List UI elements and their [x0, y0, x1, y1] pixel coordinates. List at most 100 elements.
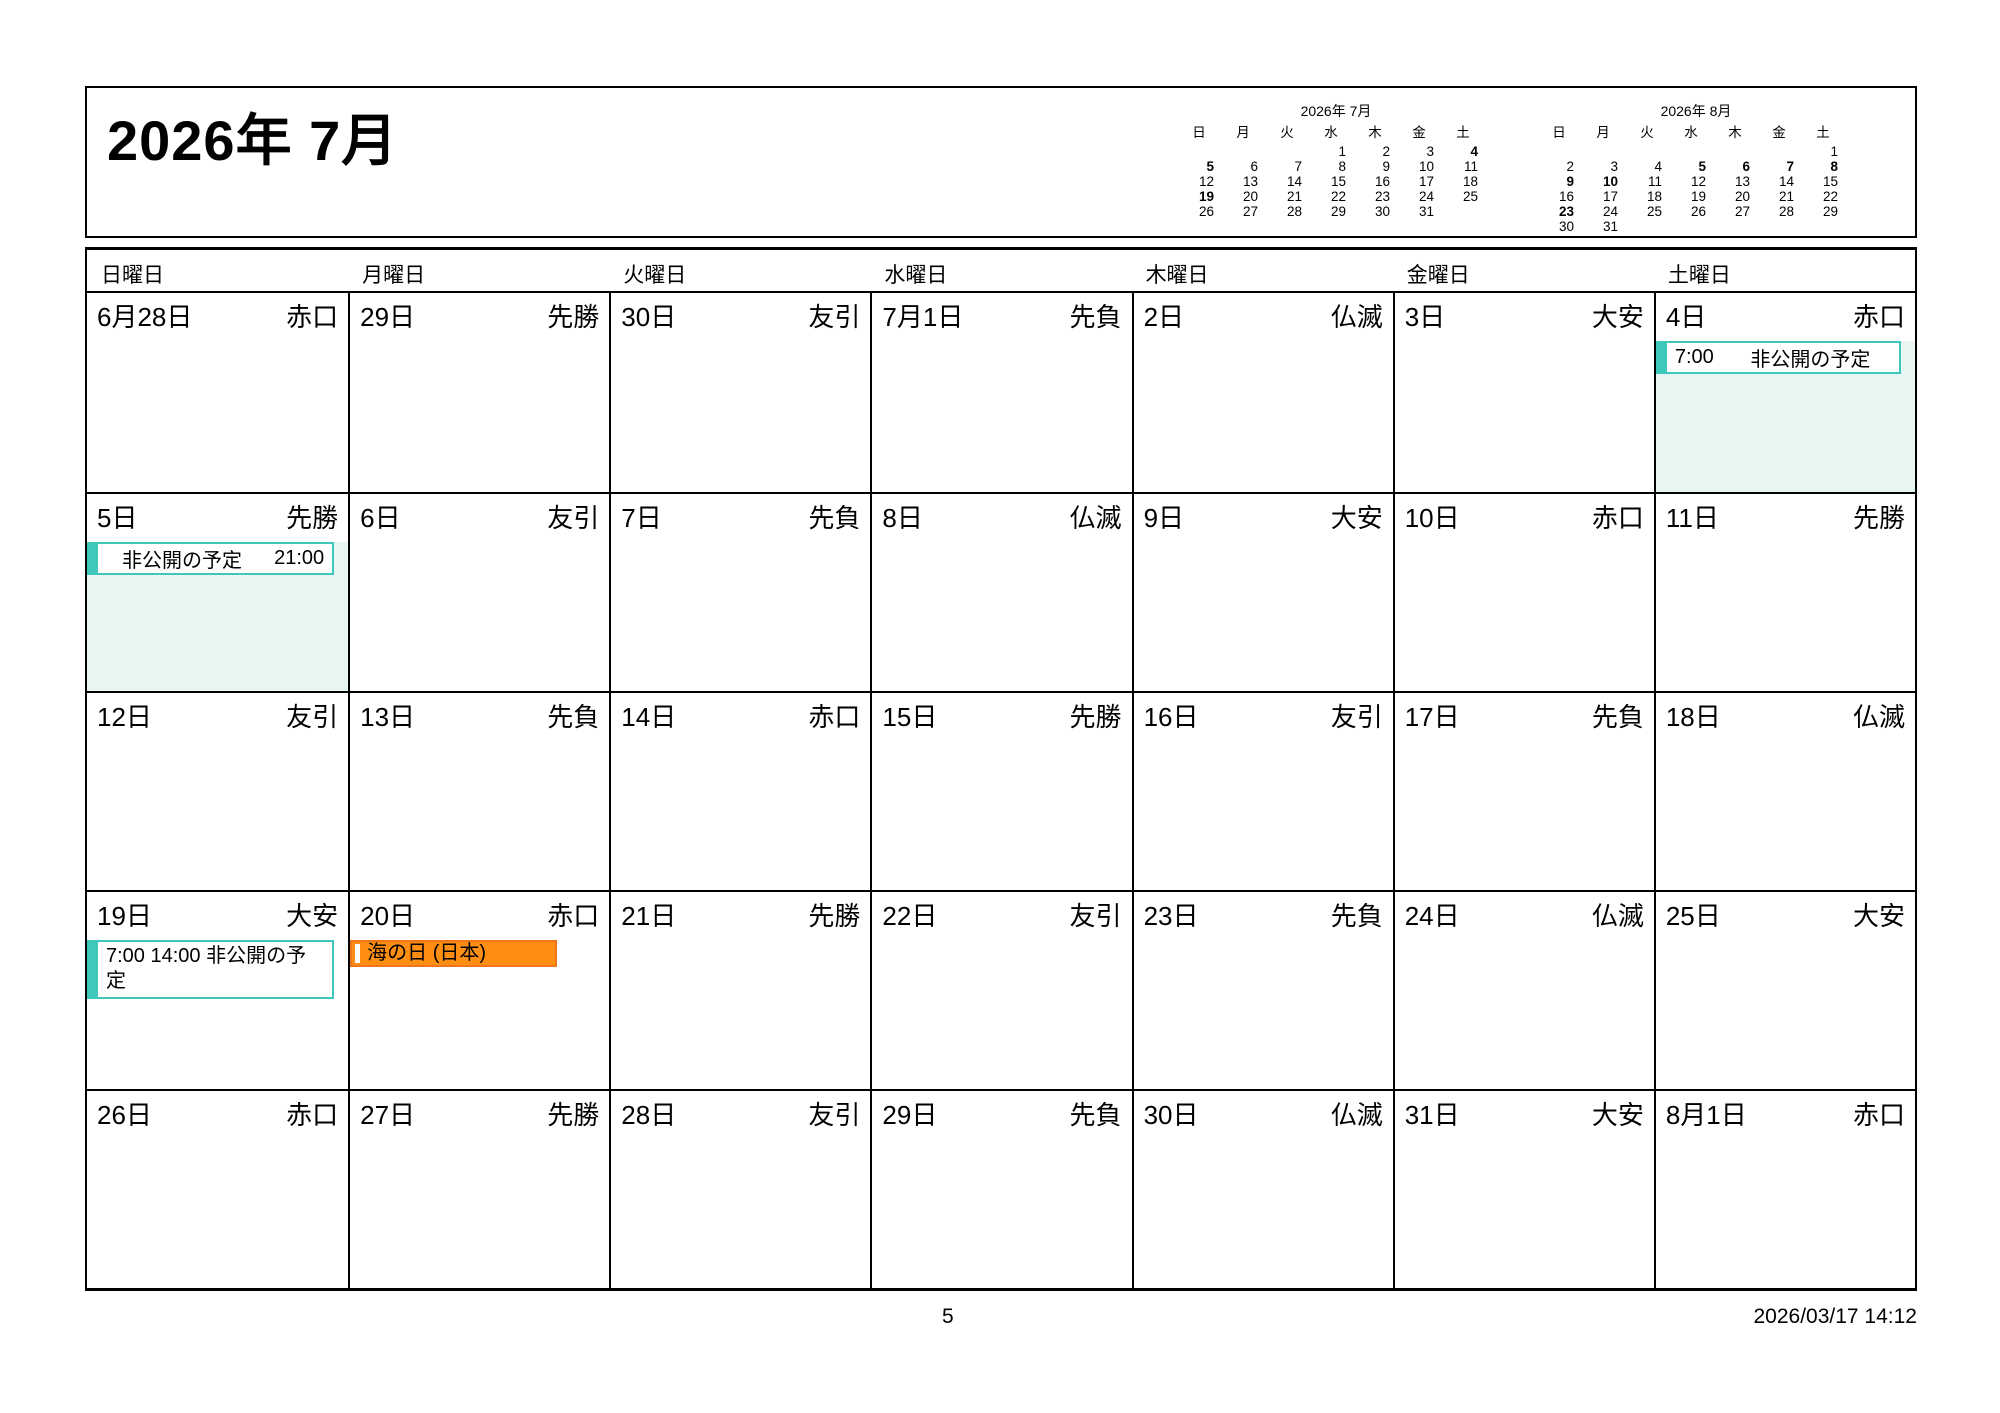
events-area: 非公開の予定 21:00	[87, 542, 348, 575]
date-row: 16日 友引	[1134, 693, 1393, 741]
rokuyo-label: 友引	[808, 1100, 861, 1130]
mini-day: 23	[1558, 204, 1574, 219]
rokuyo-label: 友引	[547, 503, 600, 533]
mini-calendar-next-month: 2026年 8月 日月火水木金土 1 2 3 4 5 6 7 8 9 10 11 12 13 14 15 16 1…	[1540, 102, 1852, 234]
rokuyo-label: 赤口	[1591, 503, 1644, 533]
day-cell: 30日 友引	[609, 293, 871, 492]
date-label: 13日	[360, 702, 416, 732]
date-row: 15日 先勝	[872, 693, 1131, 741]
event-category-bar	[87, 542, 96, 575]
rokuyo-label: 赤口	[286, 302, 339, 332]
mini-weekday-header: 日	[1192, 125, 1206, 140]
day-cell: 21日 先勝	[609, 890, 871, 1089]
day-cell: 11日 先勝	[1653, 492, 1915, 691]
rokuyo-label: 先勝	[547, 1100, 600, 1130]
date-row: 19日 大安	[87, 892, 348, 940]
mini-day-empty	[1584, 144, 1628, 159]
date-row: 24日 仏滅	[1395, 892, 1654, 940]
date-row: 21日 先勝	[611, 892, 870, 940]
date-label: 24日	[1404, 901, 1460, 931]
mini-weekday-header: 水	[1684, 125, 1698, 140]
mini-day: 21	[1286, 189, 1302, 204]
day-cell: 4日 赤口 7:00 非公開の予定	[1653, 293, 1915, 492]
mini-day: 12	[1690, 174, 1706, 189]
mini-day: 30	[1558, 219, 1574, 234]
mini-day-empty	[1628, 219, 1672, 234]
mini-day: 4	[1470, 144, 1478, 159]
weekday-header: 木曜日	[1145, 264, 1209, 287]
day-cell: 17日 先負	[1392, 691, 1654, 890]
mini-day: 6	[1250, 159, 1258, 174]
title-band: 2026年 7月 2026年 7月 日月火水木金土 1 2 3 4 5 6 7 8 9 10 11 12…	[85, 86, 1917, 238]
mini-day: 29	[1822, 204, 1838, 219]
date-row: 6月28日 赤口	[87, 293, 348, 341]
date-label: 22日	[882, 901, 938, 931]
mini-day: 24	[1418, 189, 1434, 204]
date-label: 29日	[882, 1100, 938, 1130]
rokuyo-label: 大安	[1330, 503, 1383, 533]
mini-day: 20	[1734, 189, 1750, 204]
day-cell: 26日 赤口	[87, 1089, 349, 1288]
date-row: 26日 赤口	[87, 1091, 348, 1139]
mini-day-empty	[1672, 144, 1716, 159]
mini-weekday-header: 火	[1640, 125, 1654, 140]
private-appointment-event: 非公開の予定 21:00	[87, 542, 335, 575]
day-cell: 19日 大安 7:00 14:00 非公開の予定	[87, 890, 349, 1089]
day-cell: 18日 仏滅	[1653, 691, 1915, 890]
mini-day: 19	[1690, 189, 1706, 204]
mini-calendar-grid: 日月火水木金土 1 2 3 4 5 6 7 8 9 10 11 12 13 14 15 16 17 18 19 20 21…	[1540, 124, 1852, 234]
day-cell: 8月1日 赤口	[1653, 1089, 1915, 1288]
mini-weekday-header: 土	[1456, 125, 1470, 140]
weekday-header: 火曜日	[623, 264, 687, 287]
event-box: 7:00 14:00 非公開の予定	[96, 940, 335, 999]
day-cell: 9日 大安	[1131, 492, 1393, 691]
date-label: 29日	[360, 302, 416, 332]
event-category-bar	[87, 940, 96, 999]
rokuyo-label: 先負	[1069, 302, 1122, 332]
date-row: 17日 先負	[1395, 693, 1654, 741]
weekday-header-row: 日曜日 月曜日 火曜日 水曜日 木曜日 金曜日 土曜日	[87, 250, 1915, 293]
mini-weekday-header: 水	[1324, 125, 1338, 140]
mini-day: 16	[1374, 174, 1390, 189]
print-timestamp: 2026/03/17 14:12	[1753, 1305, 1918, 1328]
date-label: 25日	[1665, 901, 1721, 931]
rokuyo-label: 友引	[808, 302, 861, 332]
date-row: 20日 赤口	[350, 892, 609, 940]
rokuyo-label: 先負	[1591, 702, 1644, 732]
date-label: 8日	[882, 503, 923, 533]
mini-day: 15	[1330, 174, 1346, 189]
rokuyo-label: 先勝	[808, 901, 861, 931]
mini-day-empty	[1716, 144, 1760, 159]
mini-day: 27	[1734, 204, 1750, 219]
mini-day-empty	[1628, 144, 1672, 159]
date-label: 17日	[1404, 702, 1460, 732]
mini-day: 23	[1374, 189, 1390, 204]
mini-day: 11	[1463, 159, 1478, 174]
weekday-header: 金曜日	[1406, 264, 1470, 287]
rokuyo-label: 仏滅	[1069, 503, 1122, 533]
date-label: 9日	[1143, 503, 1185, 533]
mini-day-empty	[1540, 144, 1584, 159]
rokuyo-label: 先勝	[286, 503, 339, 533]
rokuyo-label: 赤口	[808, 702, 861, 732]
date-row: 9日 大安	[1134, 494, 1393, 542]
mini-day: 20	[1242, 189, 1258, 204]
day-cell: 25日 大安	[1653, 890, 1915, 1089]
date-row: 18日 仏滅	[1656, 693, 1915, 741]
event-box: 非公開の予定 21:00	[96, 542, 335, 575]
event-time: 7:00	[1674, 346, 1714, 368]
mini-day-empty	[1760, 144, 1804, 159]
day-cell: 30日 仏滅	[1131, 1089, 1393, 1288]
mini-weekday-header: 木	[1728, 125, 1742, 140]
mini-day: 30	[1374, 204, 1390, 219]
mini-day: 8	[1830, 159, 1838, 174]
day-cell: 24日 仏滅	[1392, 890, 1654, 1089]
date-label: 21日	[621, 901, 677, 931]
rokuyo-label: 先負	[547, 702, 600, 732]
date-label: 19日	[97, 901, 152, 931]
date-label: 5日	[97, 503, 138, 533]
mini-day: 13	[1734, 174, 1750, 189]
rokuyo-label: 仏滅	[1591, 901, 1644, 931]
date-label: 8月1日	[1665, 1100, 1747, 1130]
